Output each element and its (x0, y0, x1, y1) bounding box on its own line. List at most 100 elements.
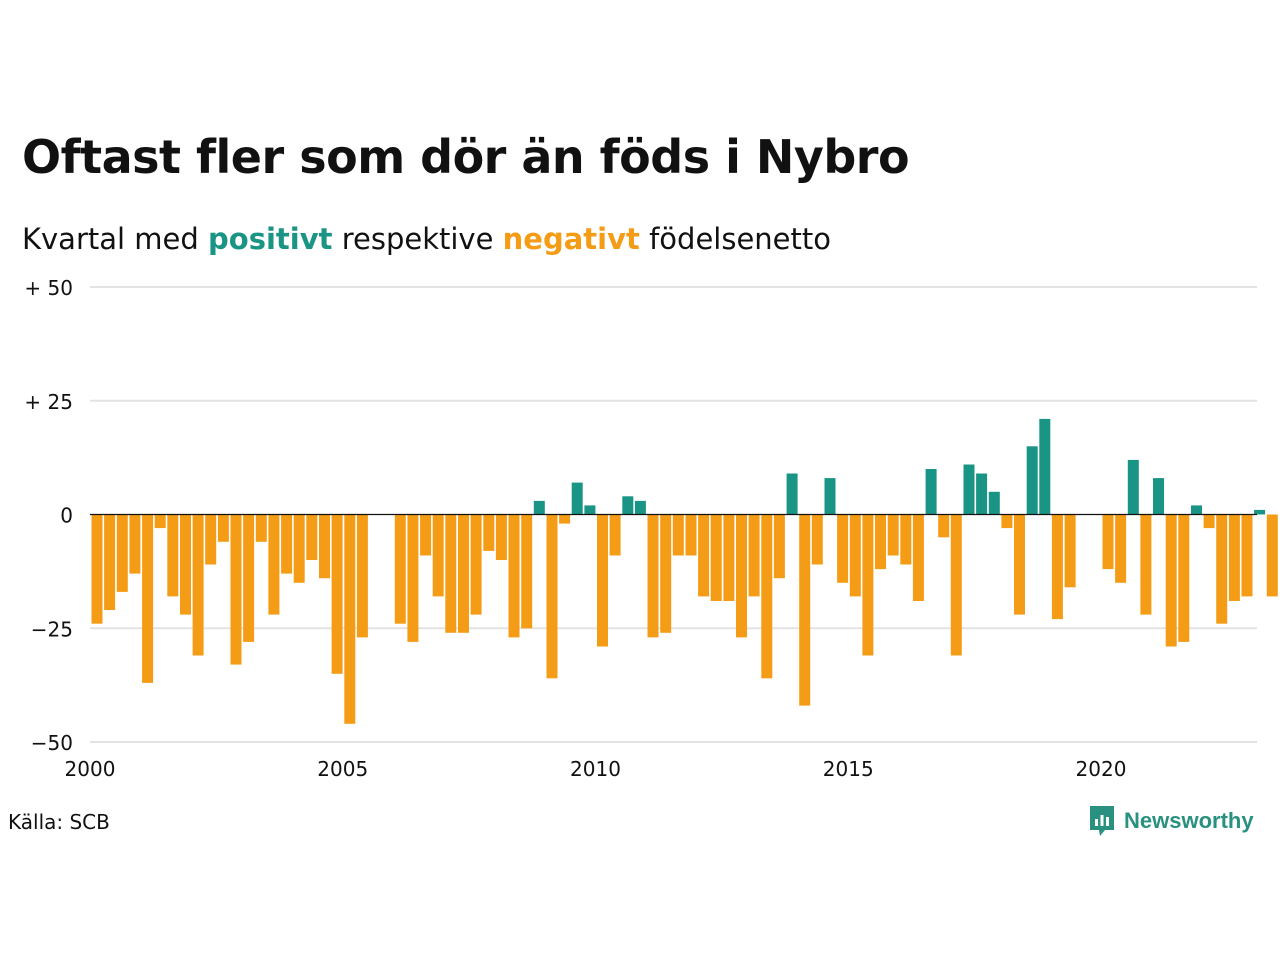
y-tick-label: + 50 (24, 276, 73, 300)
bar (230, 514, 242, 665)
bar (950, 514, 962, 656)
bar (634, 500, 646, 515)
chart-title: Oftast fler som dör än föds i Nybro (22, 130, 910, 184)
bar (1254, 509, 1266, 515)
bar (862, 514, 874, 656)
bar (1140, 514, 1152, 615)
bar (268, 514, 280, 615)
bar (1191, 505, 1202, 515)
bar (647, 514, 659, 638)
bar (319, 514, 330, 579)
bar (698, 514, 710, 597)
brand-name: Newsworthy (1124, 808, 1254, 833)
bar (104, 514, 116, 610)
bar (824, 478, 836, 515)
bar (685, 514, 697, 556)
bar (458, 514, 469, 633)
bar (1266, 514, 1278, 597)
bar (521, 514, 533, 629)
bar (344, 514, 356, 724)
bar (1178, 514, 1190, 642)
newsworthy-logo-icon (1090, 806, 1114, 836)
bar (1127, 459, 1139, 515)
bar (1014, 514, 1025, 615)
bar (420, 514, 432, 556)
subtitle-prefix: Kvartal med (22, 222, 209, 256)
bar (875, 514, 886, 570)
subtitle-negative-label: negativt (502, 222, 640, 256)
bar (938, 514, 950, 538)
bar (356, 514, 368, 638)
bar (1165, 514, 1177, 647)
bar (508, 514, 520, 638)
bar (773, 514, 785, 579)
bar (1153, 478, 1164, 515)
x-tick-label: 2015 (823, 757, 874, 781)
bar (255, 514, 267, 542)
bar (407, 514, 419, 642)
bar (786, 473, 798, 515)
y-tick-label: −50 (31, 731, 73, 755)
x-tick-label: 2020 (1076, 757, 1127, 781)
bar (142, 514, 154, 683)
bar (811, 514, 823, 565)
bar (1115, 514, 1127, 583)
bar (622, 496, 634, 515)
bar (1039, 418, 1051, 515)
y-tick-label: −25 (31, 617, 73, 641)
bar (1216, 514, 1228, 624)
bar (748, 514, 760, 597)
bar (900, 514, 912, 565)
x-tick-label: 2010 (570, 757, 621, 781)
bar (912, 514, 924, 601)
bar (154, 514, 166, 529)
bar (723, 514, 735, 601)
bar (91, 514, 103, 624)
bar (445, 514, 457, 633)
subtitle-suffix: födelsenetto (639, 222, 831, 256)
source-note: Källa: SCB (8, 810, 110, 834)
bar (963, 464, 975, 515)
y-tick-label: + 25 (24, 390, 73, 414)
bar (672, 514, 684, 556)
bar (976, 473, 988, 515)
bar (432, 514, 444, 597)
bar (281, 514, 293, 574)
bar (192, 514, 204, 656)
x-tick-label: 2005 (317, 757, 368, 781)
bar (205, 514, 217, 565)
bar (470, 514, 482, 615)
bar (331, 514, 343, 674)
bar (609, 514, 621, 556)
bar (1064, 514, 1076, 588)
bar (597, 514, 608, 647)
bar (129, 514, 141, 574)
bar (1228, 514, 1240, 601)
bar (1241, 514, 1253, 597)
bar (660, 514, 672, 633)
bar (559, 514, 571, 524)
bar (116, 514, 128, 592)
bar (217, 514, 229, 542)
bar (180, 514, 191, 615)
subtitle-middle: respektive (332, 222, 503, 256)
bar (495, 514, 507, 560)
bar (736, 514, 747, 638)
subtitle-positive-label: positivt (208, 222, 333, 256)
bar (1203, 514, 1215, 529)
bar (167, 514, 179, 597)
bar (293, 514, 305, 583)
bar (1001, 514, 1013, 529)
bar (887, 514, 899, 556)
bar (483, 514, 495, 551)
chart-subtitle: Kvartal med positivt respektive negativt… (22, 222, 831, 256)
bar (1102, 514, 1114, 570)
bar (394, 514, 406, 624)
bar (849, 514, 861, 597)
bar (925, 469, 937, 515)
bar (837, 514, 849, 583)
bar (1026, 446, 1038, 515)
bar (761, 514, 773, 679)
bar (584, 505, 596, 515)
